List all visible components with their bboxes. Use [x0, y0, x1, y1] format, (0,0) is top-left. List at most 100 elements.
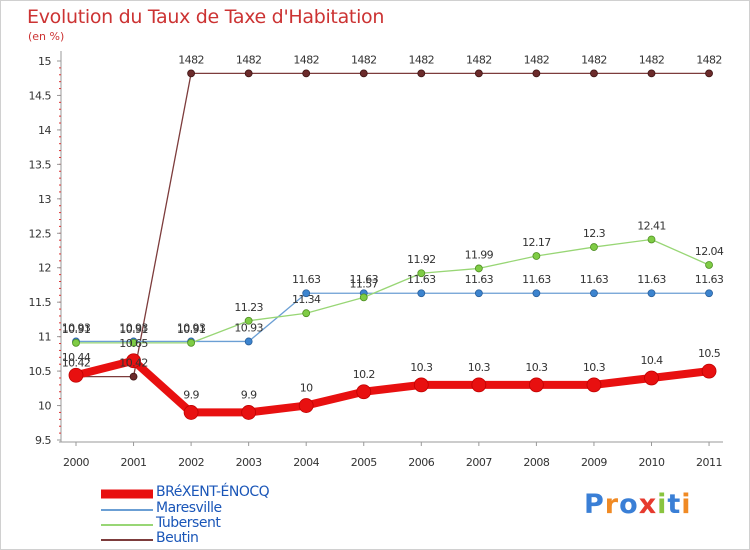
data-label-beutin: 1482 [178, 53, 204, 66]
data-point-brexent [586, 377, 602, 393]
data-point-beutin [590, 69, 598, 78]
data-point-maresville [590, 289, 598, 298]
data-label-brexent: 10.65 [119, 337, 148, 350]
data-label-tubersent: 10.91 [62, 323, 91, 336]
data-label-tubersent: 11.23 [234, 301, 263, 314]
data-label-beutin: 1482 [236, 53, 262, 66]
logo-letter: r [604, 489, 620, 520]
legend-label-brexent: BRéXENT-ÉNOCQ [156, 484, 270, 500]
data-point-tubersent [474, 264, 483, 273]
data-point-tubersent [590, 243, 598, 251]
data-label-brexent: 10.44 [62, 351, 91, 364]
legend-label-beutin: Beutin [156, 530, 199, 546]
data-point-brexent [183, 405, 199, 420]
y-tick-label: 13 [38, 193, 51, 206]
data-label-tubersent: 12.41 [637, 219, 666, 232]
data-point-tubersent [244, 316, 253, 325]
y-tick-label: 10 [38, 400, 51, 413]
data-label-maresville: 10.93 [119, 321, 148, 334]
data-point-beutin [187, 69, 196, 78]
data-label-maresville: 11.63 [580, 273, 609, 286]
legend-swatch-tubersent [101, 524, 153, 526]
data-point-beutin [417, 69, 426, 78]
data-point-beutin [129, 372, 138, 381]
series-line-tubersent [75, 238, 710, 344]
data-point-brexent [356, 384, 372, 400]
data-point-maresville [302, 289, 311, 298]
data-label-beutin: 1482 [293, 53, 319, 66]
data-label-maresville: 11.63 [695, 273, 724, 286]
data-label-beutin: 10.42 [62, 357, 91, 370]
logo-letter: t [667, 489, 682, 520]
data-point-maresville [705, 289, 713, 298]
logo-letter: o [619, 489, 639, 520]
x-tick-label: 2009 [581, 456, 607, 469]
data-label-beutin: 1482 [466, 53, 492, 66]
y-tick-label: 15 [38, 55, 51, 68]
data-point-maresville [244, 337, 253, 346]
legend-swatch-brexent [101, 489, 153, 499]
data-label-beutin: 1482 [696, 53, 722, 66]
chart-subtitle: (en %) [28, 30, 65, 43]
data-point-tubersent [532, 252, 541, 260]
data-label-maresville: 11.63 [637, 273, 666, 286]
series-line-brexent [72, 356, 714, 417]
data-label-brexent: 10.5 [698, 347, 721, 360]
x-tick-label: 2007 [466, 456, 492, 469]
y-tick-label: 14.5 [29, 89, 52, 102]
x-tick-label: 2001 [121, 456, 147, 469]
data-label-tubersent: 12.3 [583, 227, 606, 240]
legend-swatch-beutin [101, 539, 153, 541]
data-point-beutin [532, 69, 541, 78]
data-point-brexent [471, 377, 487, 393]
data-label-brexent: 10 [300, 382, 313, 395]
data-point-tubersent [359, 293, 368, 302]
series-line-maresville [75, 292, 710, 343]
data-point-tubersent [417, 269, 426, 278]
data-point-brexent [529, 377, 544, 393]
data-label-beutin: 1482 [408, 53, 434, 66]
data-point-brexent [413, 377, 429, 393]
x-tick-label: 2006 [408, 456, 434, 469]
data-label-brexent: 10.3 [583, 361, 606, 374]
data-point-maresville [647, 289, 656, 298]
y-tick-label: 13.5 [29, 158, 52, 171]
data-label-tubersent: 10.91 [177, 323, 206, 336]
data-label-brexent: 9.9 [183, 388, 199, 401]
y-tick-label: 12 [38, 262, 51, 275]
chart-title: Evolution du Taux de Taxe d'Habitation [27, 6, 385, 28]
data-point-tubersent [302, 309, 311, 318]
data-label-brexent: 9.9 [241, 388, 257, 401]
data-point-maresville [532, 289, 541, 298]
series-line-beutin [75, 72, 710, 378]
data-label-tubersent: 12.17 [522, 236, 551, 249]
data-label-beutin: 1482 [524, 53, 550, 66]
y-tick-label: 10.5 [29, 365, 52, 378]
data-label-maresville: 11.63 [465, 273, 494, 286]
y-tick-label: 11.5 [29, 296, 52, 309]
data-label-tubersent: 12.04 [695, 245, 724, 258]
data-point-beutin [474, 69, 483, 78]
data-label-maresville: 11.63 [292, 273, 321, 286]
data-label-maresville: 11.63 [350, 273, 379, 286]
data-point-tubersent [705, 261, 713, 269]
data-point-tubersent [72, 338, 80, 347]
data-point-tubersent [647, 235, 656, 244]
data-label-maresville: 11.63 [407, 273, 436, 286]
data-point-brexent [241, 405, 257, 420]
data-label-beutin: 1482 [581, 53, 607, 66]
data-label-beutin: 1482 [639, 53, 665, 66]
legend-label-maresville: Maresville [156, 500, 222, 516]
x-tick-label: 2003 [236, 456, 262, 469]
y-tick-label: 11 [38, 331, 51, 344]
data-point-brexent [126, 353, 141, 369]
data-label-beutin: 10.42 [119, 357, 148, 370]
data-label-maresville: 10.93 [177, 321, 206, 334]
data-label-tubersent: 11.99 [465, 248, 494, 261]
data-label-maresville: 10.93 [234, 321, 263, 334]
data-point-tubersent [187, 338, 196, 347]
x-tick-label: 2010 [639, 456, 665, 469]
data-label-brexent: 10.3 [468, 361, 491, 374]
